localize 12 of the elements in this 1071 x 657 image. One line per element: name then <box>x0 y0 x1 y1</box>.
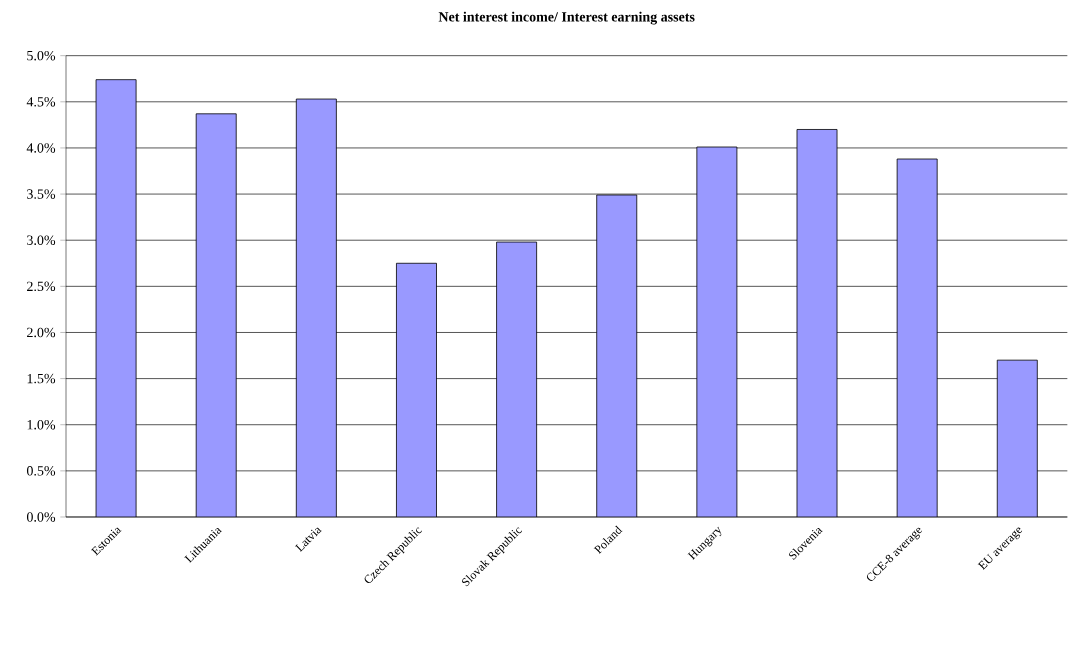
y-tick-label: 3.0% <box>27 235 56 245</box>
y-tick-label: 3.5% <box>27 189 56 199</box>
y-tick-label: 2.5% <box>27 281 56 292</box>
y-tick-label: 2.0% <box>27 327 56 338</box>
y-tick-label: 0.5% <box>26 466 56 476</box>
y-tick-label: 1.5% <box>27 373 56 384</box>
y-tick-label: 1.0% <box>27 419 56 430</box>
chart-title: Net interest income/ Interest earning assets <box>438 11 695 25</box>
y-tick-label: 5.0% <box>27 50 56 61</box>
y-tick-label: 4.0% <box>26 143 56 153</box>
y-tick-label: 0.0% <box>26 512 56 522</box>
y-tick-label: 4.5% <box>26 97 56 107</box>
